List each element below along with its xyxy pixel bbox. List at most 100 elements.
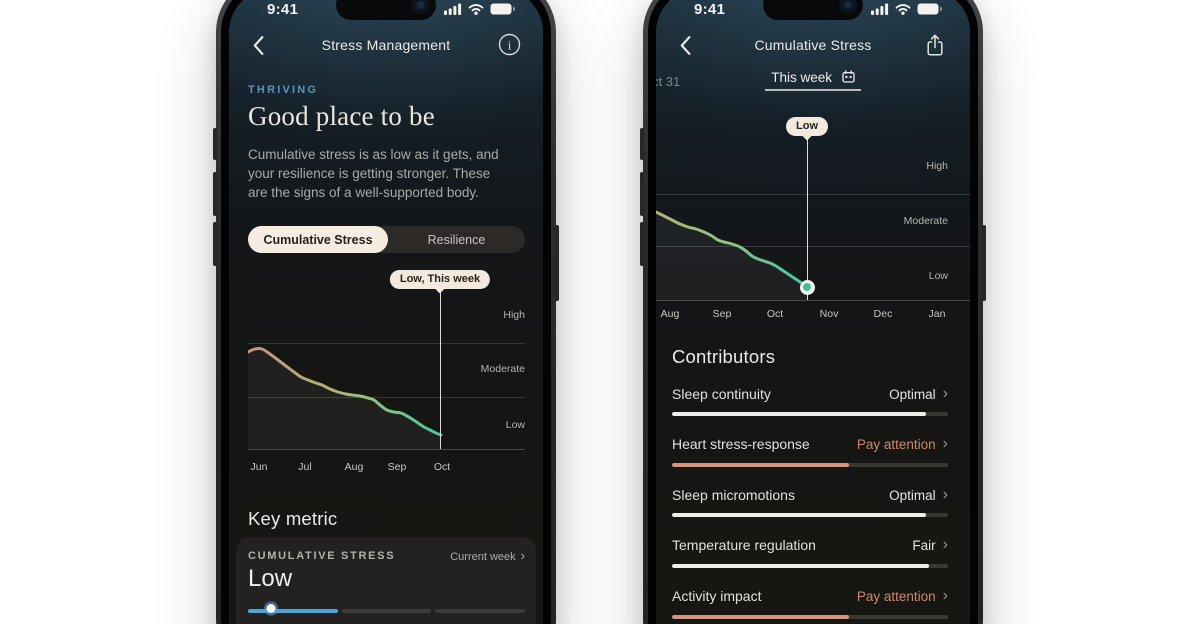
info-button[interactable]: i	[498, 33, 522, 59]
volume-down-button	[213, 222, 217, 266]
key-metric-card: CUMULATIVE STRESS Current week › Low	[236, 537, 536, 624]
back-button[interactable]	[253, 36, 265, 56]
page-title: Stress Management	[321, 37, 451, 53]
month-label: Oct	[766, 308, 784, 320]
contributor-label: Activity impact	[672, 588, 762, 604]
back-button[interactable]	[680, 36, 692, 56]
month-label: Nov	[819, 308, 839, 320]
tooltip-pointer	[802, 130, 812, 141]
contributor-status: Fair	[912, 537, 936, 553]
cellular-signal-icon	[444, 3, 462, 15]
tab-resilience[interactable]: Resilience	[427, 232, 486, 247]
chevron-left-icon	[253, 36, 264, 55]
chart-tooltip: Low	[786, 117, 828, 141]
gridline-high-moderate	[248, 343, 525, 344]
camera-lens-icon	[417, 1, 425, 9]
contributor-row-temperature-regulation[interactable]: Temperature regulation Fair ›	[672, 536, 948, 554]
zone-label-low: Low	[928, 270, 948, 282]
contributor-status: Pay attention	[856, 588, 936, 604]
chevron-right-icon: ›	[942, 385, 948, 402]
contributor-row-sleep-continuity[interactable]: Sleep continuity Optimal ›	[672, 385, 948, 403]
wifi-icon	[895, 4, 911, 15]
slider-segment-high	[435, 609, 526, 613]
chart-tooltip-text: Low	[796, 120, 818, 132]
chevron-right-icon: ›	[942, 486, 948, 503]
zone-label-low: Low	[505, 419, 525, 431]
trend-line	[656, 210, 809, 289]
chart-tooltip: Low, This week	[389, 270, 491, 294]
metric-name-label: CUMULATIVE STRESS	[248, 550, 396, 562]
chevron-left-icon	[680, 36, 691, 55]
chevron-right-icon: ›	[942, 587, 948, 604]
gridline-moderate-low	[656, 246, 970, 247]
key-metric-heading: Key metric	[248, 508, 338, 529]
contributor-status: Optimal	[889, 386, 936, 402]
zone-label-high: High	[503, 309, 525, 321]
stress-trend-chart	[656, 210, 809, 300]
right-phone-mockup: 9:41 Cumulative Stress ct 31 This week	[640, 0, 986, 624]
battery-icon	[490, 3, 515, 15]
left-phone-mockup: 9:41 Stress Management i THRIVING Good p…	[213, 0, 559, 624]
cellular-signal-icon	[871, 3, 889, 15]
calendar-icon	[842, 70, 855, 86]
volume-up-button	[213, 172, 217, 216]
mute-switch	[213, 128, 217, 160]
contributor-row-activity-impact[interactable]: Activity impact Pay attention ›	[672, 587, 948, 605]
camera-lens-icon	[844, 1, 852, 9]
chevron-right-icon: ›	[942, 435, 948, 452]
hero-description: Cumulative stress is as low as it gets, …	[248, 147, 499, 200]
status-bar: 9:41	[229, 0, 543, 21]
contributor-bar	[672, 564, 948, 568]
clock-text: 9:41	[267, 1, 299, 18]
contributor-bar	[672, 513, 948, 517]
month-label: Jul	[298, 461, 312, 473]
mute-switch	[640, 128, 644, 160]
power-button	[982, 225, 986, 301]
zone-label-moderate: Moderate	[903, 215, 948, 227]
month-label: Aug	[660, 308, 680, 320]
area-under-curve	[656, 212, 807, 300]
scrolled-date-text: ct 31	[656, 74, 681, 89]
page-title: Cumulative Stress	[754, 37, 872, 53]
battery-icon	[917, 3, 942, 15]
x-axis-line	[656, 300, 970, 301]
slider-thumb[interactable]	[266, 604, 276, 613]
month-label: Dec	[873, 308, 893, 320]
period-dropdown-label: This week	[771, 70, 832, 85]
stress-management-screen: 9:41 Stress Management i THRIVING Good p…	[229, 0, 543, 624]
contributor-label: Sleep continuity	[672, 386, 771, 402]
period-label: Current week	[450, 551, 516, 563]
month-label: Sep	[387, 461, 407, 473]
period-selector-row[interactable]: Current week ›	[450, 548, 525, 563]
area-under-curve	[248, 348, 441, 449]
contributor-row-heart-stress-response[interactable]: Heart stress-response Pay attention ›	[672, 435, 948, 453]
current-value-dot-core	[803, 283, 811, 291]
slider-segment-low	[248, 609, 338, 613]
zone-label-moderate: Moderate	[480, 363, 525, 375]
period-underline	[765, 89, 861, 91]
tab-cumulative-stress[interactable]: Cumulative Stress	[248, 226, 388, 253]
share-icon	[927, 34, 943, 56]
tooltip-pointer	[435, 283, 445, 294]
status-bar: 9:41	[656, 0, 970, 21]
info-icon: i	[498, 33, 521, 56]
nav-header: Stress Management i	[229, 33, 543, 59]
zone-label-high: High	[926, 160, 948, 172]
chevron-right-icon: ›	[520, 548, 525, 563]
contributor-row-sleep-micromotions[interactable]: Sleep micromotions Optimal ›	[672, 486, 948, 504]
period-dropdown[interactable]: This week	[656, 70, 970, 86]
dynamic-island	[763, 0, 863, 20]
volume-up-button	[640, 172, 644, 216]
status-eyebrow: THRIVING	[248, 84, 319, 96]
power-button	[555, 225, 559, 301]
nav-header: Cumulative Stress	[656, 33, 970, 59]
trend-line	[248, 347, 443, 437]
contributor-label: Temperature regulation	[672, 537, 816, 553]
share-button[interactable]	[925, 33, 949, 59]
stress-trend-chart	[248, 347, 443, 449]
contributor-bar	[672, 412, 948, 416]
contributor-bar	[672, 463, 948, 467]
selected-week-marker-line	[806, 138, 808, 300]
metric-value: Low	[248, 565, 293, 592]
